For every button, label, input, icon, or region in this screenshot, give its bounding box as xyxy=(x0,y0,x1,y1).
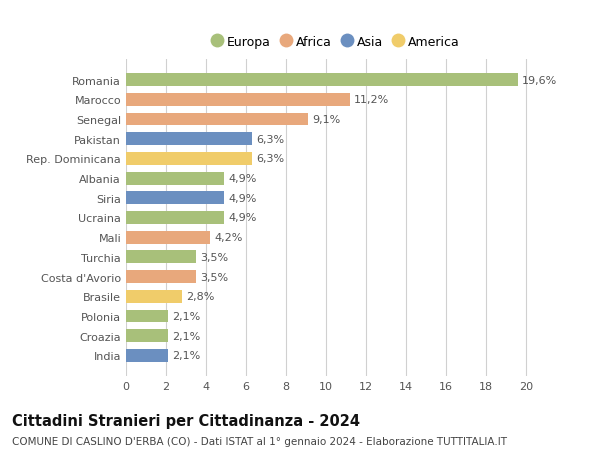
Bar xyxy=(126,192,224,205)
Text: 11,2%: 11,2% xyxy=(354,95,389,105)
Bar xyxy=(126,271,196,283)
Bar xyxy=(126,153,252,165)
Text: COMUNE DI CASLINO D'ERBA (CO) - Dati ISTAT al 1° gennaio 2024 - Elaborazione TUT: COMUNE DI CASLINO D'ERBA (CO) - Dati IST… xyxy=(12,436,507,446)
Bar xyxy=(126,74,518,87)
Bar xyxy=(126,251,196,264)
Bar xyxy=(126,212,224,224)
Text: 4,9%: 4,9% xyxy=(228,174,256,184)
Bar xyxy=(126,330,168,342)
Text: 6,3%: 6,3% xyxy=(256,134,284,145)
Text: 9,1%: 9,1% xyxy=(312,115,340,125)
Text: Cittadini Stranieri per Cittadinanza - 2024: Cittadini Stranieri per Cittadinanza - 2… xyxy=(12,413,360,428)
Text: 2,1%: 2,1% xyxy=(172,351,200,361)
Legend: Europa, Africa, Asia, America: Europa, Africa, Asia, America xyxy=(207,31,465,54)
Bar xyxy=(126,310,168,323)
Text: 4,9%: 4,9% xyxy=(228,213,256,223)
Bar xyxy=(126,349,168,362)
Text: 3,5%: 3,5% xyxy=(200,272,228,282)
Text: 2,1%: 2,1% xyxy=(172,311,200,321)
Bar xyxy=(126,133,252,146)
Text: 6,3%: 6,3% xyxy=(256,154,284,164)
Bar xyxy=(126,94,350,106)
Bar xyxy=(126,290,182,303)
Bar xyxy=(126,172,224,185)
Bar xyxy=(126,231,210,244)
Text: 2,1%: 2,1% xyxy=(172,331,200,341)
Bar xyxy=(126,113,308,126)
Text: 3,5%: 3,5% xyxy=(200,252,228,263)
Text: 4,9%: 4,9% xyxy=(228,193,256,203)
Text: 2,8%: 2,8% xyxy=(186,291,214,302)
Text: 4,2%: 4,2% xyxy=(214,233,242,243)
Text: 19,6%: 19,6% xyxy=(522,75,557,85)
